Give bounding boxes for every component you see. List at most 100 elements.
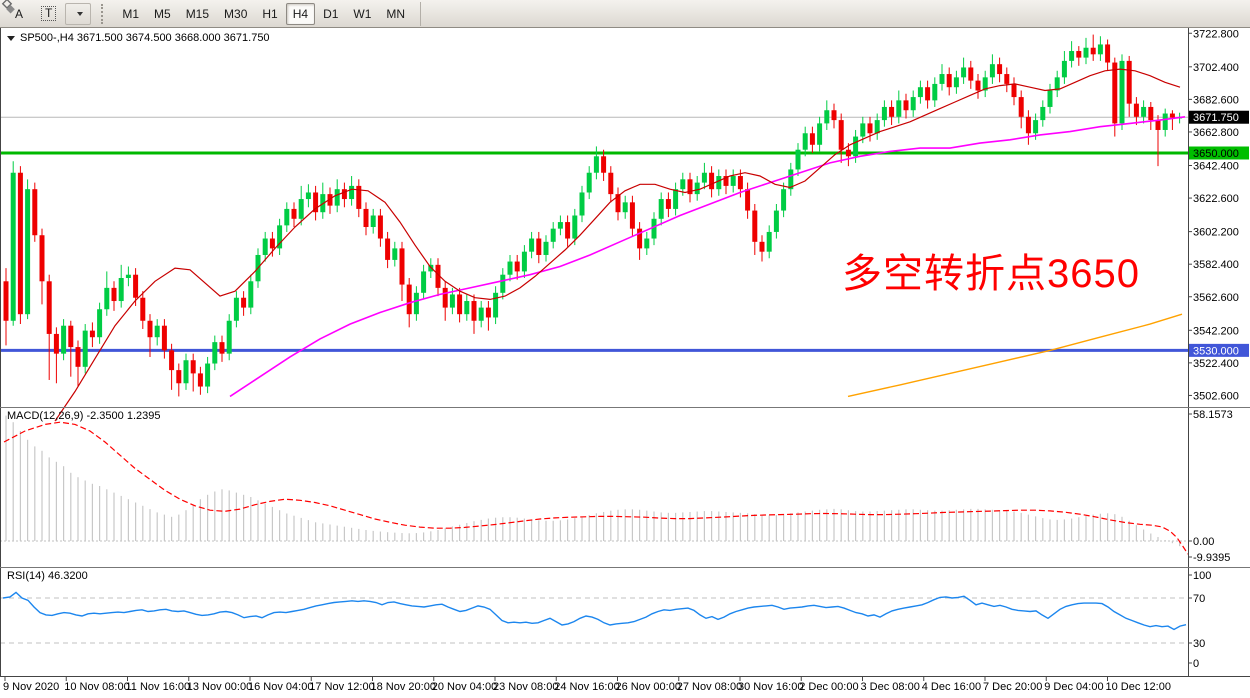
candle	[500, 274, 506, 293]
price-scale[interactable]	[1189, 28, 1250, 676]
candle	[1011, 83, 1017, 98]
candle	[982, 77, 988, 91]
candle	[745, 189, 751, 211]
candle	[809, 133, 815, 145]
price-tick-label: 3662.800	[1193, 127, 1239, 139]
candle	[226, 320, 232, 354]
candle	[507, 261, 513, 275]
price-tick-label: 3542.200	[1193, 325, 1239, 337]
candle	[565, 222, 571, 239]
timeframe-button-h4[interactable]: H4	[285, 2, 316, 25]
time-tick-label: 13 Nov 00:00	[187, 681, 252, 693]
timeframe-button-d1[interactable]: D1	[316, 3, 345, 25]
candle	[773, 210, 779, 232]
candle	[471, 301, 477, 321]
candle	[1162, 113, 1168, 130]
candle	[313, 192, 319, 213]
candle	[169, 350, 175, 371]
candle	[694, 182, 700, 195]
candle	[75, 347, 81, 367]
timeframe-button-m1[interactable]: M1	[115, 3, 146, 25]
candle	[349, 185, 355, 200]
candle	[46, 281, 52, 334]
candle	[536, 238, 542, 255]
candle	[1040, 106, 1046, 121]
candle	[593, 156, 599, 173]
candle	[133, 274, 139, 298]
symbol-dropdown-icon[interactable]	[7, 35, 15, 41]
candle	[644, 238, 650, 249]
time-tick-label: 7 Dec 20:00	[983, 681, 1042, 693]
candle	[961, 67, 967, 78]
candle	[1105, 44, 1111, 63]
candle	[1018, 97, 1024, 117]
chart-title: SP500-,H4 3671.500 3674.500 3668.000 367…	[7, 32, 270, 44]
macd-signal-line	[3, 421, 1189, 555]
price-tick-label: 3642.400	[1193, 161, 1239, 173]
candle	[197, 373, 203, 387]
text-label-tool-button[interactable]: T	[34, 3, 63, 25]
candle	[1004, 74, 1010, 84]
rsi-tick-label: 0	[1193, 658, 1199, 670]
timeframe-button-group: M1 M5 M15 M30 H1 H4 D1 W1 MN	[115, 2, 412, 25]
candle	[1083, 47, 1089, 58]
time-tick-label: 24 Nov 16:00	[554, 681, 619, 693]
time-tick-label: 10 Nov 08:00	[64, 681, 129, 693]
candle	[385, 238, 391, 260]
candle	[176, 370, 182, 384]
candle	[1025, 116, 1031, 134]
candle	[377, 215, 383, 239]
font-tool-button[interactable]: A	[6, 3, 32, 25]
time-tick-label: 18 Nov 20:00	[371, 681, 436, 693]
candle	[881, 106, 887, 121]
timeframe-button-m30[interactable]: M30	[217, 3, 254, 25]
candle	[1097, 44, 1103, 55]
candle	[25, 189, 31, 315]
toolbar-drag-grip[interactable]	[101, 3, 107, 24]
candle	[874, 120, 880, 134]
candle	[97, 309, 103, 338]
timeframe-button-mn[interactable]: MN	[379, 3, 412, 25]
candle	[406, 284, 412, 315]
rsi-line	[2, 591, 1187, 631]
candle	[601, 156, 607, 173]
price-tick-label: 3502.600	[1193, 390, 1239, 402]
macd-tick-label: -9.9395	[1193, 552, 1230, 564]
candle	[104, 287, 110, 310]
chart-annotation[interactable]: 多空转折点3650	[842, 252, 1140, 296]
style-dropdown-button[interactable]	[1, 0, 92, 25]
price-marker-3650	[1189, 146, 1249, 160]
chart-title-text: SP500-,H4 3671.500 3674.500 3668.000 367…	[20, 32, 270, 44]
candle	[701, 172, 707, 183]
candle	[298, 199, 304, 219]
candle	[889, 106, 895, 117]
candle	[1119, 60, 1125, 124]
candle	[284, 208, 290, 226]
candle	[356, 185, 362, 209]
candle	[435, 264, 441, 288]
price-tick-label: 3722.800	[1193, 28, 1239, 40]
time-tick-label: 2 Dec 00:00	[799, 681, 858, 693]
candle	[817, 123, 823, 145]
time-scale[interactable]	[0, 677, 1188, 698]
candle	[651, 218, 657, 239]
candle	[824, 110, 830, 124]
macd-indicator-label: MACD(12,26,9) -2.3500 1.2395	[7, 410, 161, 422]
candle	[305, 192, 311, 200]
candle	[118, 278, 124, 302]
timeframe-button-h1[interactable]: H1	[255, 3, 284, 25]
candle	[370, 215, 376, 228]
candle	[413, 292, 419, 315]
candle	[3, 281, 9, 321]
price-tick-label: 3682.600	[1193, 94, 1239, 106]
candle	[716, 176, 722, 190]
timeframe-button-m5[interactable]: M5	[147, 3, 178, 25]
toolbar-separator	[420, 1, 422, 26]
timeframe-button-w1[interactable]: W1	[346, 3, 378, 25]
candle	[989, 64, 995, 78]
timeframe-button-m15[interactable]: M15	[179, 3, 216, 25]
rsi-tick-label: 100	[1193, 570, 1211, 582]
candle	[82, 330, 88, 367]
